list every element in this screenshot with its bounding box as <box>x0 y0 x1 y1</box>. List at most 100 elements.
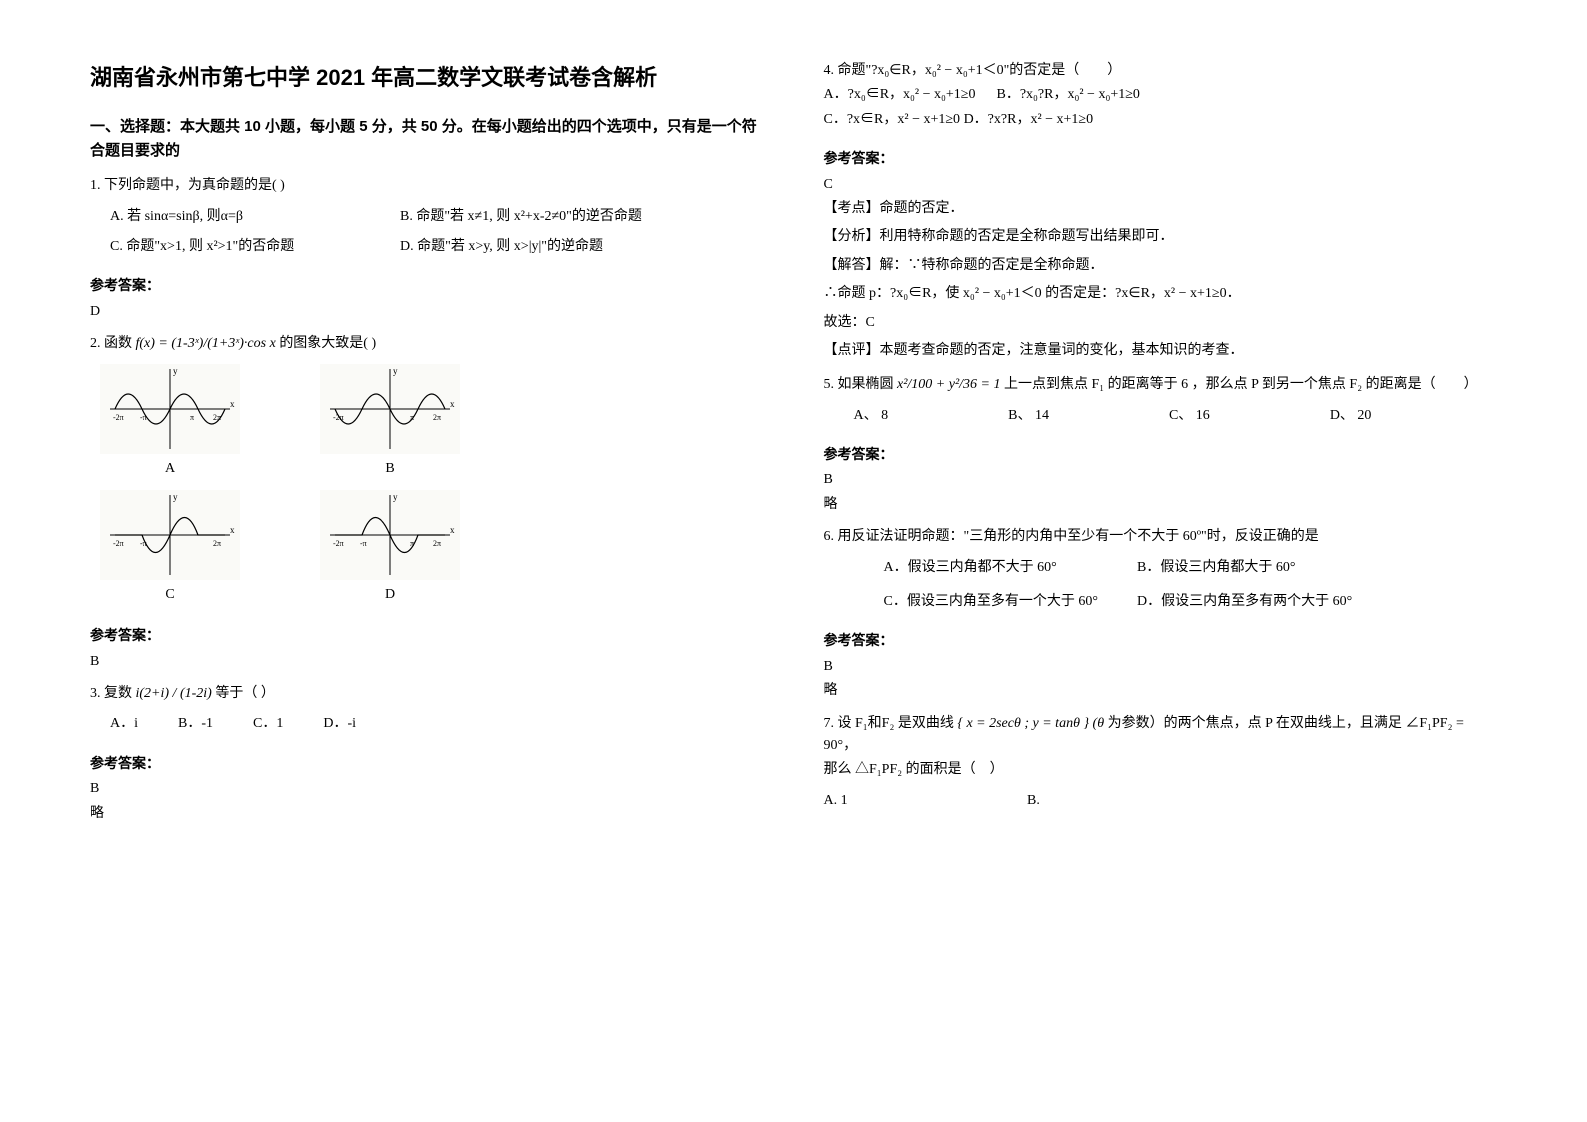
q5-answer: B <box>824 469 1498 491</box>
q5-option-a: A、 8 <box>854 405 889 427</box>
q2-labels-row-1: A B <box>100 458 764 480</box>
q1-options-2: C. 命题"x>1, 则 x²>1"的否命题 D. 命题"若 x>y, 则 x>… <box>110 236 764 258</box>
q5-stem-mid: 上一点到焦点 F₁ 的距离等于 6 ，那么点 P 到另一个焦点 F₂ 的距离是（… <box>1004 377 1478 392</box>
svg-text:π: π <box>190 413 194 422</box>
left-column: 湖南省永州市第七中学 2021 年高二数学文联考试卷含解析 一、选择题：本大题共… <box>90 60 764 1062</box>
q1-answer-label: 参考答案： <box>90 274 764 296</box>
q5-stem-prefix: 5. 如果椭圆 <box>824 377 894 392</box>
q2-label-c: C <box>100 584 240 606</box>
question-3: 3. 复数 i(2+i) / (1-2i) 等于（ ） <box>90 683 764 705</box>
q4-options-2: C．?x∈R，x² − x+1≥0 D．?x?R，x² − x+1≥0 <box>824 109 1498 131</box>
svg-text:-π: -π <box>360 539 367 548</box>
q4-exp1: 【考点】命题的否定． <box>824 198 1498 220</box>
svg-text:2π: 2π <box>433 413 441 422</box>
q2-answer: B <box>90 651 764 673</box>
q4-option-b: B．?x₀?R，x₀² − x₀+1≥0 <box>996 87 1139 102</box>
q4-stem: 4. 命题"?x₀∈R，x₀² − x₀+1＜0"的否定是（ ） <box>824 63 1122 78</box>
svg-text:x: x <box>230 399 235 409</box>
q4-options-1: A．?x₀∈R，x₀² − x₀+1≥0 B．?x₀?R，x₀² − x₀+1≥… <box>824 84 1498 106</box>
svg-text:x: x <box>230 525 235 535</box>
q1-option-a: A. 若 sinα=sinβ, 则α=β <box>110 206 370 228</box>
question-6: 6. 用反证法证明命题："三角形的内角中至少有一个不大于 60º"时，反设正确的… <box>824 526 1498 548</box>
q2-label-b: B <box>320 458 460 480</box>
q6-option-a: A．假设三内角都不大于 60° <box>884 557 1134 579</box>
q3-stem-prefix: 3. 复数 <box>90 686 132 701</box>
q3-answer: B <box>90 778 764 800</box>
q6-answer-label: 参考答案： <box>824 629 1498 651</box>
exam-title: 湖南省永州市第七中学 2021 年高二数学文联考试卷含解析 <box>90 60 764 95</box>
q7-option-b: B. <box>1027 793 1040 808</box>
q3-answer-label: 参考答案： <box>90 752 764 774</box>
q2-graphs-row-2: x y -2π -π 2π x y -2π -π π 2π <box>100 490 764 580</box>
q6-option-c: C．假设三内角至多有一个大于 60° <box>884 591 1134 613</box>
q5-options: A、 8 B、 14 C、 16 D、 20 <box>854 405 1498 427</box>
q4-answer: C <box>824 174 1498 196</box>
q2-answer-label: 参考答案： <box>90 624 764 646</box>
q3-option-b: B．-1 <box>178 713 213 735</box>
question-1: 1. 下列命题中，为真命题的是( ) <box>90 175 764 197</box>
section-1-header: 一、选择题：本大题共 10 小题，每小题 5 分，共 50 分。在每小题给出的四… <box>90 115 764 163</box>
svg-text:2π: 2π <box>213 539 221 548</box>
q2-graphs-row-1: x y -2π -π π 2π x y -2π π 2π <box>100 364 764 454</box>
q2-label-a: A <box>100 458 240 480</box>
svg-text:-2π: -2π <box>113 413 124 422</box>
q4-exp2: 【分析】利用特称命题的否定是全称命题写出结果即可． <box>824 226 1498 248</box>
q4-exp5: 故选：C <box>824 312 1498 334</box>
q2-graph-b: x y -2π π 2π <box>320 364 460 454</box>
q3-option-c: C．1 <box>253 713 283 735</box>
q7-options: A. 1 B. <box>824 790 1498 812</box>
q3-option-a: A．i <box>110 713 138 735</box>
q2-stem-suffix: 的图象大致是( ) <box>279 336 376 351</box>
svg-text:y: y <box>393 492 398 502</box>
q6-answer: B <box>824 656 1498 678</box>
q5-note: 略 <box>824 494 1498 516</box>
svg-text:y: y <box>393 366 398 376</box>
q6-row2: C．假设三内角至多有一个大于 60° D．假设三内角至多有两个大于 60° <box>884 591 1498 613</box>
question-5: 5. 如果椭圆 x²/100 + y²/36 = 1 上一点到焦点 F₁ 的距离… <box>824 374 1498 396</box>
svg-text:x: x <box>450 399 455 409</box>
q1-stem: 1. 下列命题中，为真命题的是( ) <box>90 178 285 193</box>
svg-text:x: x <box>450 525 455 535</box>
q3-stem-suffix: 等于（ ） <box>215 686 275 701</box>
q4-option-d: D．?x?R，x² − x+1≥0 <box>964 112 1094 127</box>
question-2: 2. 函数 f(x) = (1-3ˣ)/(1+3ˣ)·cos x 的图象大致是(… <box>90 333 764 355</box>
q3-options: A．i B．-1 C．1 D．-i <box>110 713 764 735</box>
q1-option-d: D. 命题"若 x>y, 则 x>|y|"的逆命题 <box>400 236 660 258</box>
svg-text:-2π: -2π <box>113 539 124 548</box>
q4-exp6: 【点评】本题考查命题的否定，注意量词的变化，基本知识的考查． <box>824 340 1498 362</box>
q2-graph-c: x y -2π -π 2π <box>100 490 240 580</box>
q6-row1: A．假设三内角都不大于 60° B．假设三内角都大于 60° <box>884 557 1498 579</box>
q2-labels-row-2: C D <box>100 584 764 606</box>
q6-stem: 6. 用反证法证明命题："三角形的内角中至少有一个不大于 60º"时，反设正确的… <box>824 529 1319 544</box>
q1-answer: D <box>90 301 764 323</box>
right-column: 4. 命题"?x₀∈R，x₀² − x₀+1＜0"的否定是（ ） A．?x₀∈R… <box>824 60 1498 1062</box>
q5-answer-label: 参考答案： <box>824 443 1498 465</box>
q4-option-c: C．?x∈R，x² − x+1≥0 <box>824 112 961 127</box>
q1-option-c: C. 命题"x>1, 则 x²>1"的否命题 <box>110 236 370 258</box>
q7-line2: 那么 △F₁PF₂ 的面积是（ ） <box>824 759 1498 781</box>
q3-note: 略 <box>90 803 764 825</box>
q5-option-d: D、 20 <box>1330 405 1372 427</box>
q5-formula: x²/100 + y²/36 = 1 <box>897 377 1001 392</box>
svg-text:y: y <box>173 492 178 502</box>
q4-exp4: ∴命题 p：?x₀∈R，使 x₀² − x₀+1＜0 的否定是：?x∈R，x² … <box>824 283 1498 305</box>
q2-graph-a: x y -2π -π π 2π <box>100 364 240 454</box>
q4-exp3: 【解答】解：∵特称命题的否定是全称命题． <box>824 255 1498 277</box>
svg-text:-2π: -2π <box>333 539 344 548</box>
q1-option-b: B. 命题"若 x≠1, 则 x²+x-2≠0"的逆否命题 <box>400 206 660 228</box>
q6-option-d: D．假设三内角至多有两个大于 60° <box>1137 594 1352 609</box>
q2-formula: f(x) = (1-3ˣ)/(1+3ˣ)·cos x <box>136 336 276 351</box>
q2-stem-prefix: 2. 函数 <box>90 336 132 351</box>
q2-label-d: D <box>320 584 460 606</box>
q5-option-b: B、 14 <box>1008 405 1049 427</box>
q1-options: A. 若 sinα=sinβ, 则α=β B. 命题"若 x≠1, 则 x²+x… <box>110 206 764 228</box>
svg-text:-π: -π <box>140 413 147 422</box>
svg-text:y: y <box>173 366 178 376</box>
svg-text:2π: 2π <box>433 539 441 548</box>
q4-option-a: A．?x₀∈R，x₀² − x₀+1≥0 <box>824 87 976 102</box>
q7-option-a: A. 1 <box>824 790 1024 812</box>
q4-answer-label: 参考答案： <box>824 147 1498 169</box>
q6-option-b: B．假设三内角都大于 60° <box>1137 560 1295 575</box>
question-7: 7. 设 F₁和F₂ 是双曲线 { x = 2secθ ; y = tanθ }… <box>824 713 1498 758</box>
q7-stem-prefix: 7. 设 F₁和F₂ 是双曲线 <box>824 716 954 731</box>
